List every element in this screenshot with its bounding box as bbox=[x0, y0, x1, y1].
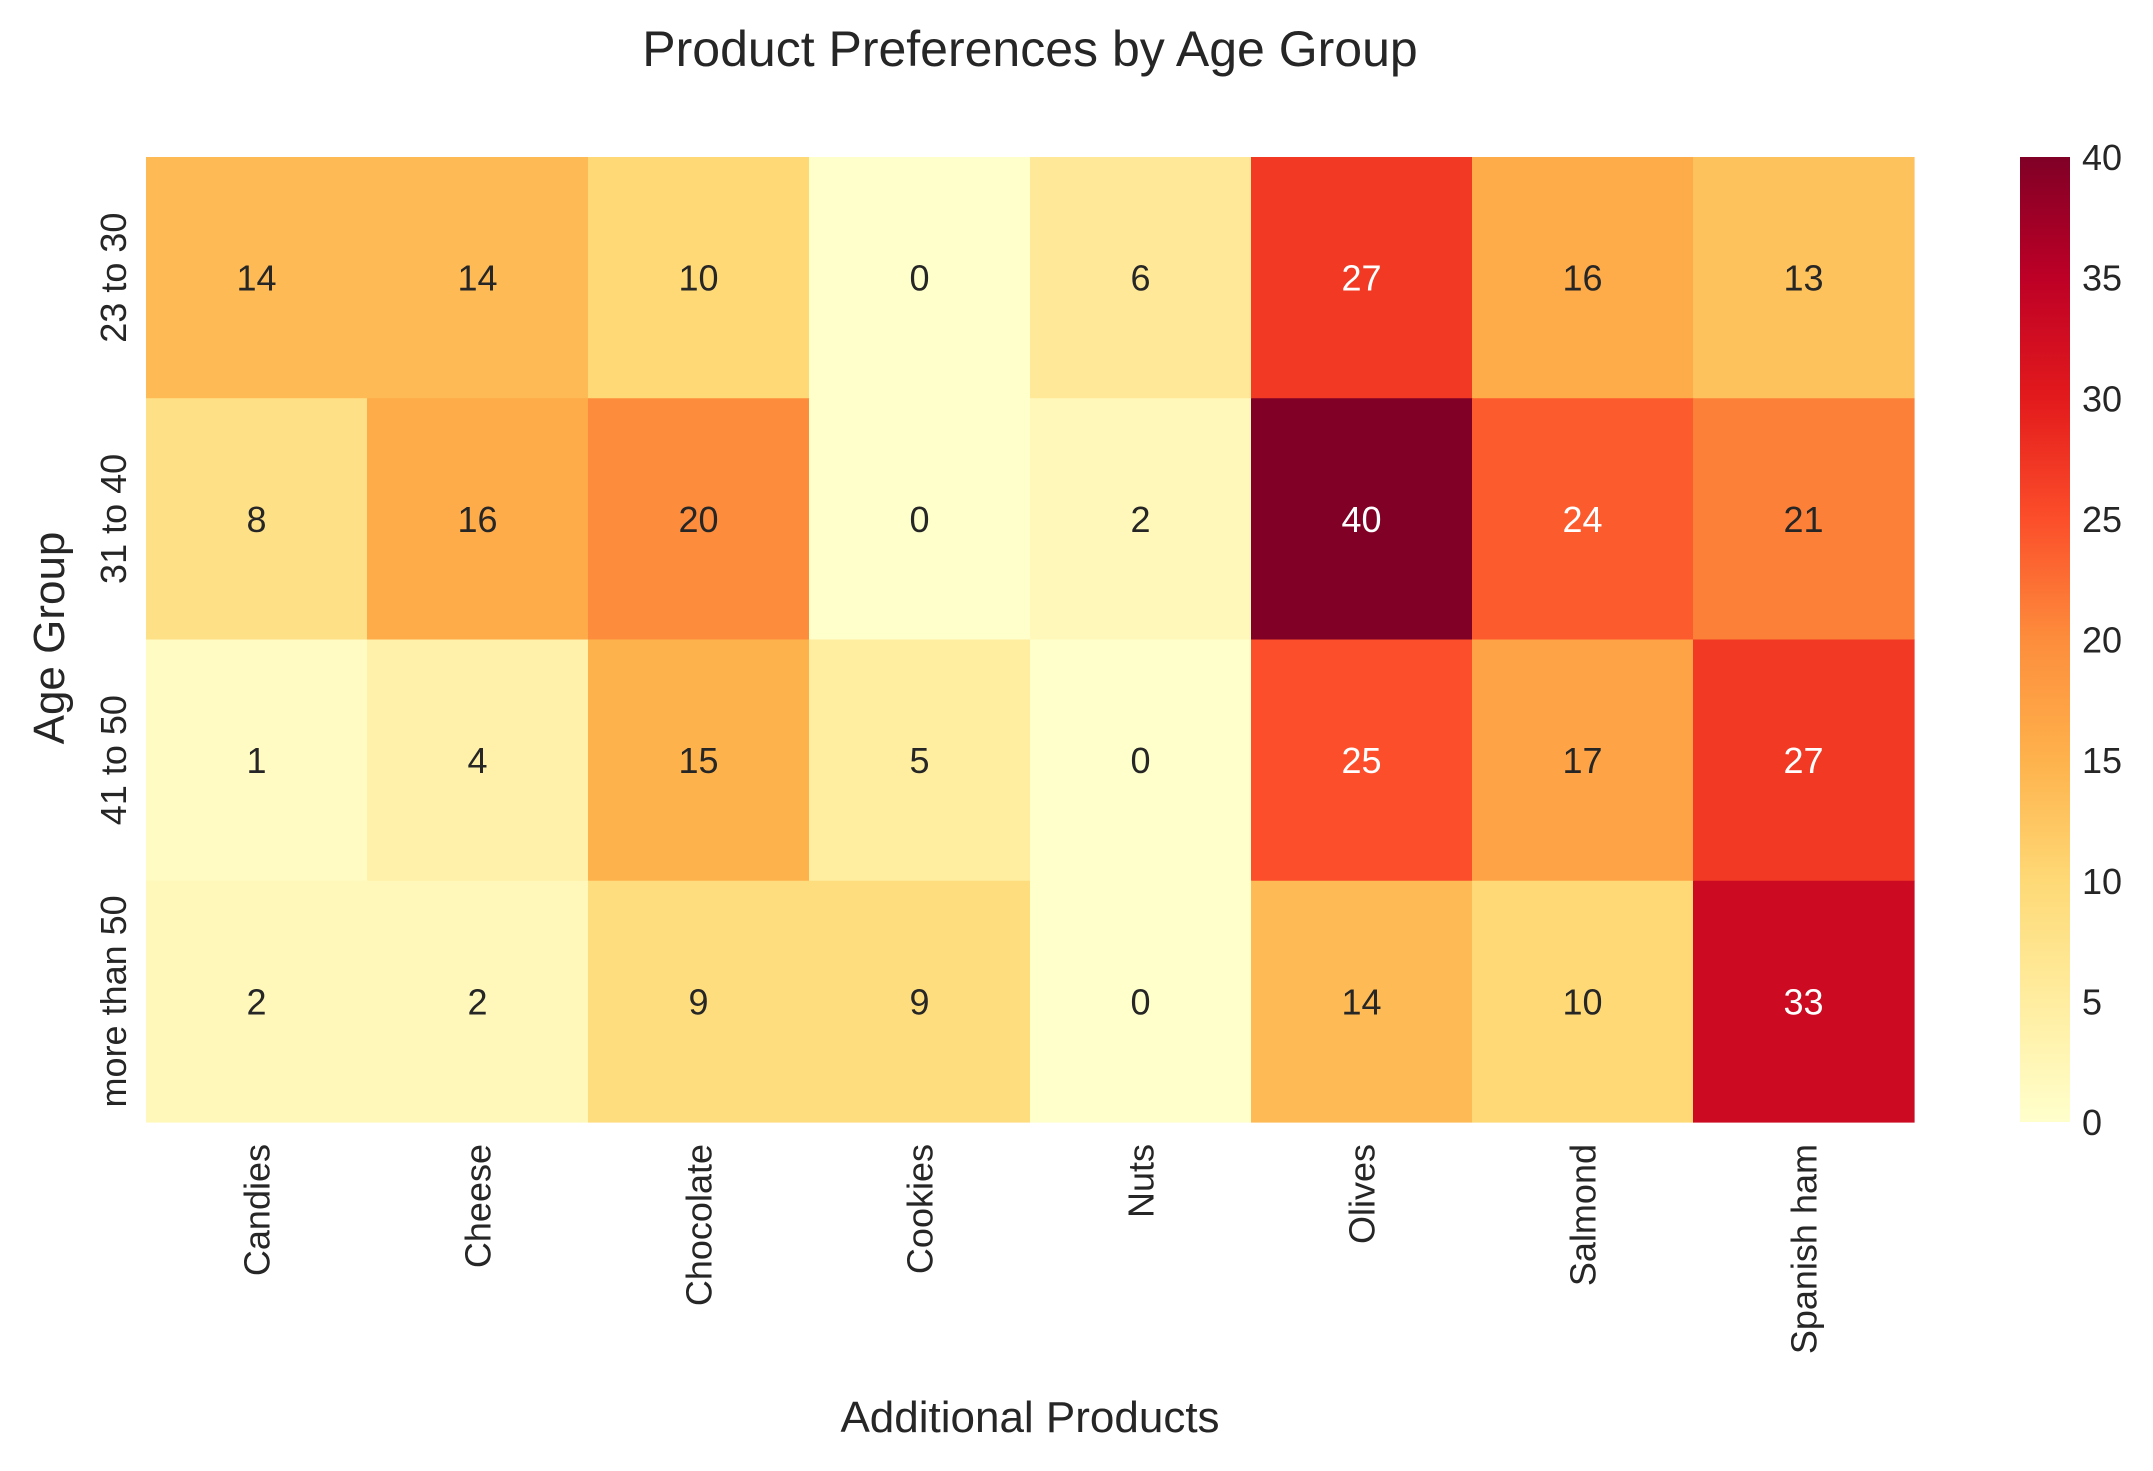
heatmap-cell bbox=[146, 157, 368, 399]
x-tick-label: Chocolate bbox=[679, 1144, 720, 1306]
colorbar-gradient bbox=[2020, 157, 2070, 1122]
colorbar-tick-label: 5 bbox=[2082, 981, 2102, 1022]
heatmap-cell-label: 24 bbox=[1562, 499, 1602, 540]
heatmap-cell-label: 33 bbox=[1783, 981, 1823, 1022]
heatmap-cell-label: 17 bbox=[1562, 740, 1602, 781]
heatmap-cell-label: 2 bbox=[246, 981, 266, 1022]
heatmap-cell bbox=[146, 880, 368, 1123]
heatmap-cell-label: 20 bbox=[678, 499, 718, 540]
heatmap-cell-label: 16 bbox=[457, 499, 497, 540]
x-tick-label: Nuts bbox=[1121, 1144, 1162, 1218]
heatmap-cell bbox=[1693, 880, 1915, 1123]
heatmap-cell bbox=[588, 880, 810, 1123]
heatmap-cell bbox=[588, 157, 810, 399]
heatmap-cell bbox=[1251, 639, 1473, 882]
colorbar-tick-labels: 0 5 10 15 20 25 30 35 40 bbox=[2082, 137, 2122, 1143]
colorbar-tick-label: 25 bbox=[2082, 499, 2122, 540]
heatmap-cell-label: 27 bbox=[1341, 258, 1381, 299]
heatmap-cell bbox=[367, 398, 589, 641]
heatmap-cell-label: 10 bbox=[1562, 981, 1602, 1022]
x-tick-label: Spanish ham bbox=[1784, 1144, 1825, 1354]
heatmap-cell-label: 15 bbox=[678, 740, 718, 781]
x-tick-label: Cheese bbox=[458, 1144, 499, 1268]
heatmap-cell bbox=[1030, 398, 1252, 641]
heatmap-cell bbox=[809, 398, 1031, 641]
heatmap-cell-label: 9 bbox=[909, 981, 929, 1022]
heatmap-cell-label: 40 bbox=[1341, 499, 1381, 540]
y-axis-tick-labels: 23 to 30 31 to 40 41 to 50 more than 50 bbox=[93, 213, 134, 1108]
heatmap-cell-label: 25 bbox=[1341, 740, 1381, 781]
heatmap-cell-label: 9 bbox=[688, 981, 708, 1022]
heatmap-cell bbox=[146, 398, 368, 641]
colorbar-tick-label: 0 bbox=[2082, 1102, 2102, 1143]
heatmap-cell-label: 14 bbox=[457, 258, 497, 299]
heatmap-cell bbox=[1472, 639, 1694, 882]
colorbar-tick-label: 30 bbox=[2082, 378, 2122, 419]
heatmap-cell bbox=[588, 398, 810, 641]
heatmap-cell-label: 14 bbox=[1341, 981, 1381, 1022]
heatmap-cell bbox=[1693, 157, 1915, 399]
heatmap-cell-label: 21 bbox=[1783, 499, 1823, 540]
heatmap-cell bbox=[1251, 398, 1473, 641]
x-tick-label: Candies bbox=[237, 1144, 278, 1276]
heatmap-cell-label: 0 bbox=[909, 258, 929, 299]
heatmap-cell-label: 1 bbox=[246, 740, 266, 781]
heatmap-cell-label: 2 bbox=[467, 981, 487, 1022]
heatmap-cell bbox=[1030, 157, 1252, 399]
heatmap-cell bbox=[1030, 880, 1252, 1123]
heatmap-cell bbox=[809, 639, 1031, 882]
heatmap-cell bbox=[367, 157, 589, 399]
heatmap-cell bbox=[809, 157, 1031, 399]
heatmap-cell-label: 0 bbox=[1130, 981, 1150, 1022]
heatmap-cell bbox=[1251, 880, 1473, 1123]
y-tick-label: more than 50 bbox=[93, 895, 134, 1107]
x-tick-label: Olives bbox=[1342, 1144, 1383, 1244]
x-axis-tick-labels: Candies Cheese Chocolate Cookies Nuts Olives S… bbox=[237, 1144, 1825, 1354]
colorbar-tick-label: 20 bbox=[2082, 620, 2122, 661]
heatmap-cell bbox=[367, 639, 589, 882]
colorbar-tick-label: 15 bbox=[2082, 740, 2122, 781]
heatmap-cell-label: 10 bbox=[678, 258, 718, 299]
heatmap-cell bbox=[1030, 639, 1252, 882]
y-tick-label: 23 to 30 bbox=[93, 213, 134, 343]
heatmap-cell-label: 2 bbox=[1130, 499, 1150, 540]
colorbar-tick-label: 10 bbox=[2082, 861, 2122, 902]
heatmap-cell bbox=[146, 639, 368, 882]
heatmap-cell bbox=[1472, 398, 1694, 641]
heatmap-cell-label: 13 bbox=[1783, 258, 1823, 299]
heatmap-cell bbox=[588, 639, 810, 882]
heatmap-cell bbox=[1472, 880, 1694, 1123]
x-tick-label: Cookies bbox=[900, 1144, 941, 1274]
x-axis-label: Additional Products bbox=[840, 1393, 1219, 1442]
heatmap-cell-label: 0 bbox=[909, 499, 929, 540]
chart-title: Product Preferences by Age Group bbox=[642, 21, 1417, 77]
y-tick-label: 41 to 50 bbox=[93, 695, 134, 825]
heatmap-cell bbox=[1693, 639, 1915, 882]
heatmap-cell bbox=[367, 880, 589, 1123]
heatmap-cell-label: 4 bbox=[467, 740, 487, 781]
y-tick-label: 31 to 40 bbox=[93, 454, 134, 584]
heatmap-cell-label: 14 bbox=[236, 258, 276, 299]
heatmap-cell-label: 0 bbox=[1130, 740, 1150, 781]
heatmap-cell-label: 16 bbox=[1562, 258, 1602, 299]
heatmap-cell bbox=[1251, 157, 1473, 399]
heatmap-cell-label: 8 bbox=[246, 499, 266, 540]
heatmap-cells bbox=[146, 157, 1915, 1123]
colorbar-tick-label: 40 bbox=[2082, 137, 2122, 178]
heatmap-cell bbox=[1693, 398, 1915, 641]
heatmap-cell-label: 27 bbox=[1783, 740, 1823, 781]
y-axis-label: Age Group bbox=[25, 532, 74, 745]
colorbar: 0 5 10 15 20 25 30 35 40 bbox=[2020, 137, 2122, 1143]
x-tick-label: Salmond bbox=[1563, 1144, 1604, 1286]
heatmap-cell-label: 6 bbox=[1130, 258, 1150, 299]
heatmap-cell-labels: 14 14 10 0 6 27 16 138 16 20 0 2 40 24 211 4 15 5 0 25 17 272… bbox=[236, 258, 1823, 1023]
heatmap-cell bbox=[1472, 157, 1694, 399]
heatmap-cell bbox=[809, 880, 1031, 1123]
colorbar-tick-label: 35 bbox=[2082, 258, 2122, 299]
heatmap-cell-label: 5 bbox=[909, 740, 929, 781]
